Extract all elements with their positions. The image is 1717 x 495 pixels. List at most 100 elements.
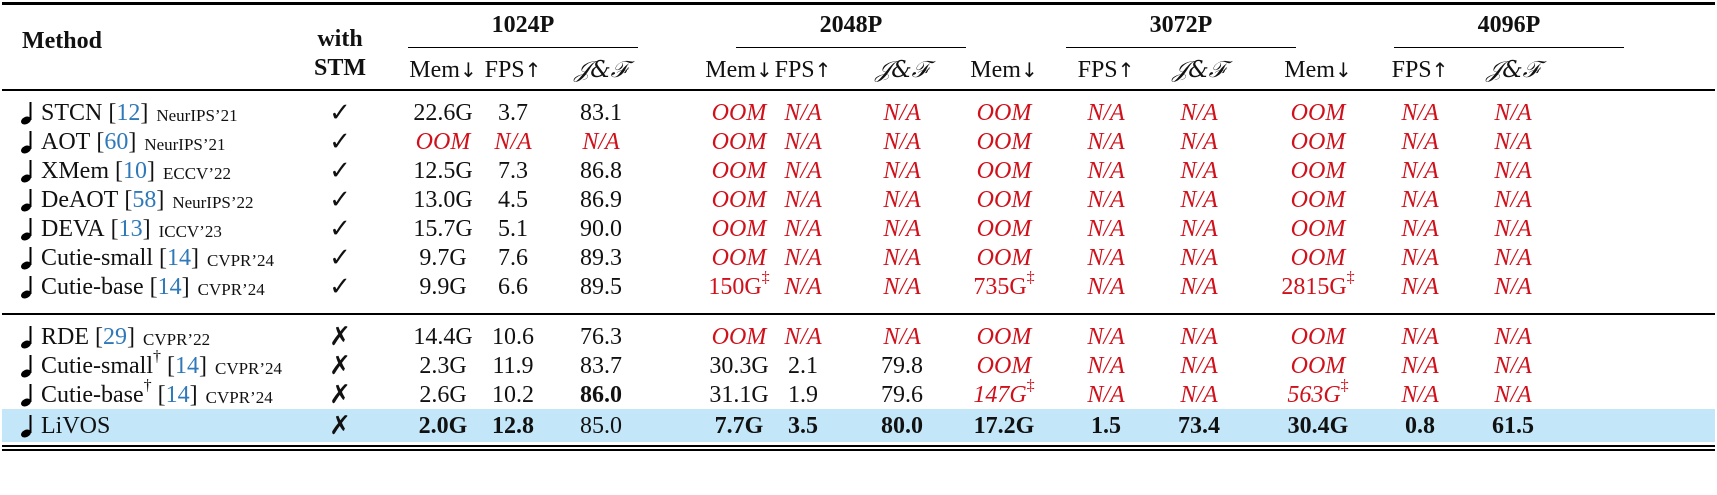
value-cell: N/A — [1139, 185, 1259, 214]
citation-number[interactable]: 13 — [118, 215, 143, 242]
venue-label: CVPR’22 — [143, 330, 211, 349]
method-cell: RDE [29] CVPR’22 — [20, 322, 320, 351]
group-underline-0 — [408, 47, 638, 48]
higher-better-arrow: ↑ — [1117, 58, 1135, 82]
value-text: 11.9 — [492, 352, 534, 379]
value-text: N/A — [883, 273, 921, 300]
value-text: OOM — [711, 157, 767, 184]
value-text: OOM — [976, 244, 1032, 271]
value-text: OOM — [1290, 128, 1346, 155]
value-cell: OOM — [1258, 156, 1378, 185]
value-text: N/A — [784, 186, 822, 213]
value-text: OOM — [976, 128, 1032, 155]
header-mem-2048P: Mem ↓ — [691, 54, 787, 86]
method-name: Cutie-small — [41, 244, 153, 271]
value-cell: N/A — [743, 156, 863, 185]
venue-label: ECCV’22 — [163, 164, 231, 183]
value-text: N/A — [1494, 273, 1532, 300]
higher-better-arrow: ↑ — [1431, 58, 1449, 82]
value-text: OOM — [976, 99, 1032, 126]
value-cell: OOM — [944, 243, 1064, 272]
music-note-icon — [20, 414, 35, 438]
citation-number[interactable]: 12 — [116, 99, 141, 126]
value-cell: OOM — [679, 156, 799, 185]
value-cell: N/A — [1046, 127, 1166, 156]
method-cell: Cutie-base [14] CVPR’24 — [20, 272, 320, 301]
value-cell: N/A — [1453, 214, 1573, 243]
value-cell: N/A — [1453, 185, 1573, 214]
value-text: N/A — [1087, 323, 1125, 350]
venue-label: NeurIPS’21 — [144, 135, 226, 154]
check-mark-icon: ✓ — [329, 97, 351, 128]
check-mark-icon: ✓ — [329, 213, 351, 244]
value-cell: OOM — [1258, 127, 1378, 156]
citation-link[interactable]: [12] — [102, 99, 149, 126]
value-cell: N/A — [1453, 380, 1573, 409]
header-mem-label: Mem — [970, 57, 1021, 83]
citation-number[interactable]: 14 — [165, 381, 190, 408]
value-cell: 4.5 — [453, 185, 573, 214]
value-cell: OOM — [1258, 98, 1378, 127]
value-text: OOM — [976, 215, 1032, 242]
value-cell: N/A — [743, 98, 863, 127]
value-cell: N/A — [743, 185, 863, 214]
citation-number[interactable]: 14 — [174, 352, 199, 379]
value-cell: 30.4G — [1258, 409, 1378, 442]
value-cell: OOM — [679, 185, 799, 214]
citation-number[interactable]: 14 — [166, 244, 191, 271]
value-cell: N/A — [1360, 380, 1480, 409]
value-cell: N/A — [1046, 380, 1166, 409]
value-text: OOM — [976, 323, 1032, 350]
group-rule — [2, 313, 1715, 315]
value-cell: 10.6 — [453, 322, 573, 351]
citation-number[interactable]: 10 — [123, 157, 147, 184]
value-cell: N/A — [1453, 156, 1573, 185]
citation-link[interactable]: [13] — [104, 215, 151, 242]
value-text: N/A — [784, 157, 822, 184]
value-text: N/A — [883, 186, 921, 213]
value-cell: N/A — [1046, 214, 1166, 243]
citation-link[interactable]: [14] — [152, 244, 199, 271]
value-cell: N/A — [1360, 243, 1480, 272]
method-name: DeAOT — [41, 186, 119, 213]
value-text: 4.5 — [498, 186, 528, 213]
citation-number[interactable]: 60 — [104, 128, 129, 155]
citation-number[interactable]: 58 — [132, 186, 157, 213]
method-cell: Cutie-small [14] CVPR’24 — [20, 243, 320, 272]
value-cell: N/A — [1139, 214, 1259, 243]
bottom-rule-double — [2, 449, 1715, 451]
value-text: 85.0 — [580, 412, 622, 439]
music-note-icon — [20, 383, 35, 407]
lower-better-arrow: ↓ — [1334, 58, 1352, 82]
header-with: with — [317, 26, 363, 52]
value-text: N/A — [1180, 273, 1218, 300]
higher-better-arrow: ↑ — [814, 58, 832, 82]
header-resolution-3072P: 3072P — [1149, 12, 1213, 38]
value-cell: N/A — [453, 127, 573, 156]
citation-link[interactable]: [29] — [89, 323, 135, 350]
value-cell: N/A — [842, 98, 962, 127]
citation-link[interactable]: [14] — [160, 352, 207, 379]
citation-link[interactable]: [14] — [151, 381, 198, 408]
value-text: OOM — [1290, 99, 1346, 126]
citation-link[interactable]: [14] — [143, 273, 190, 300]
venue-label: NeurIPS’22 — [172, 193, 254, 212]
header-fps-label: FPS — [1077, 57, 1118, 83]
music-note-icon — [20, 325, 35, 349]
value-text: N/A — [883, 244, 921, 271]
value-cell: OOM — [1258, 243, 1378, 272]
value-text: OOM — [1290, 186, 1346, 213]
value-text: 6.6 — [498, 273, 528, 300]
venue-label: CVPR’24 — [206, 251, 275, 270]
citation-number[interactable]: 29 — [103, 323, 127, 350]
citation-link[interactable]: [58] — [118, 186, 165, 213]
citation-link[interactable]: [10] — [109, 157, 155, 184]
value-text: OOM — [976, 186, 1032, 213]
value-cell: N/A — [743, 127, 863, 156]
value-text: N/A — [1401, 186, 1439, 213]
value-cell: N/A — [1139, 380, 1259, 409]
value-cell: OOM — [383, 127, 503, 156]
citation-number[interactable]: 14 — [157, 273, 182, 300]
value-text: 15.7G — [413, 215, 473, 242]
citation-link[interactable]: [60] — [90, 128, 137, 155]
